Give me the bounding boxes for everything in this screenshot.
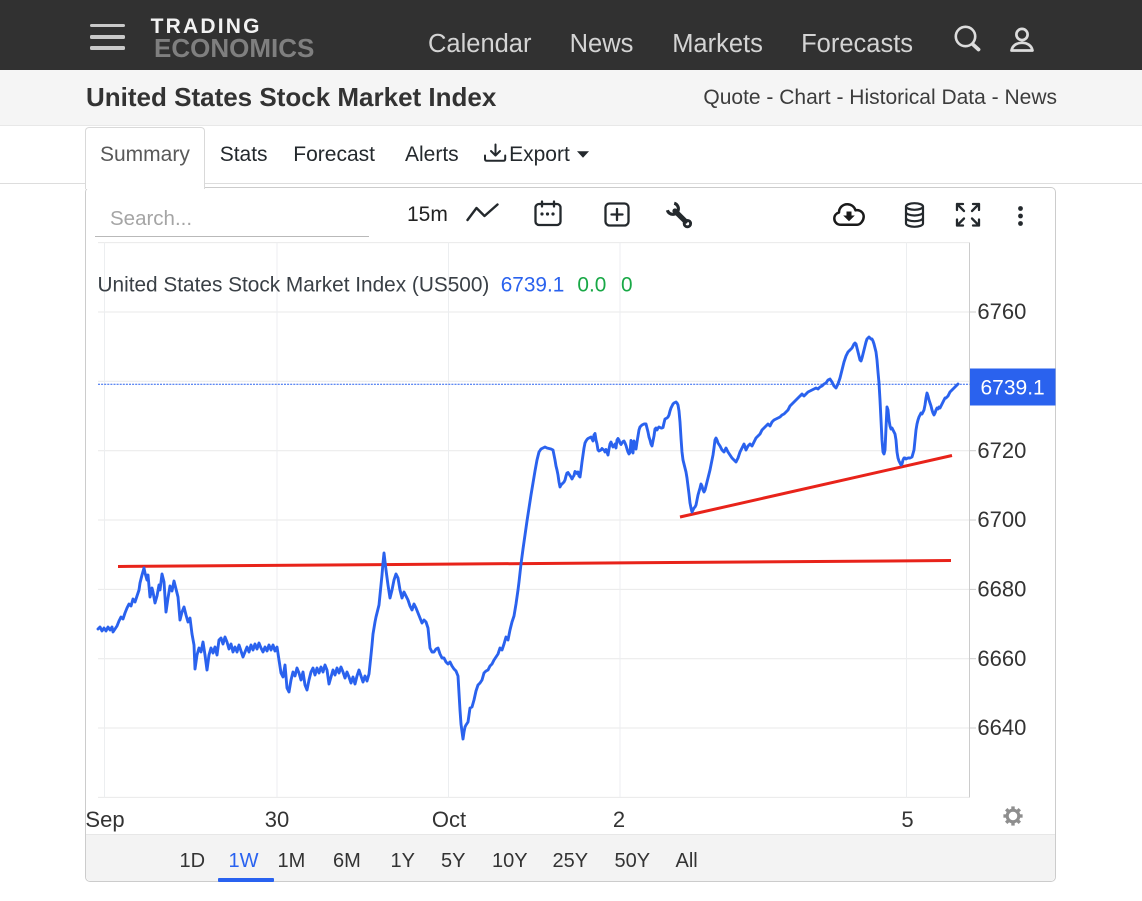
- svg-text:Oct: Oct: [432, 807, 466, 832]
- svg-text:0: 0: [621, 273, 633, 296]
- svg-text:6760: 6760: [977, 299, 1026, 324]
- svg-text:30: 30: [265, 807, 289, 832]
- svg-text:6640: 6640: [977, 715, 1026, 740]
- svg-text:Sep: Sep: [86, 807, 125, 832]
- svg-text:5: 5: [901, 807, 913, 832]
- svg-text:6739.1: 6739.1: [501, 273, 565, 296]
- svg-text:2: 2: [613, 807, 625, 832]
- svg-text:6739.1: 6739.1: [981, 377, 1045, 400]
- svg-text:0.0: 0.0: [577, 273, 606, 296]
- svg-text:6700: 6700: [977, 507, 1026, 532]
- svg-text:United States Stock Market Ind: United States Stock Market Index (US500): [98, 273, 490, 296]
- svg-text:6660: 6660: [977, 646, 1026, 671]
- svg-text:6720: 6720: [977, 438, 1026, 463]
- svg-text:6680: 6680: [977, 577, 1026, 602]
